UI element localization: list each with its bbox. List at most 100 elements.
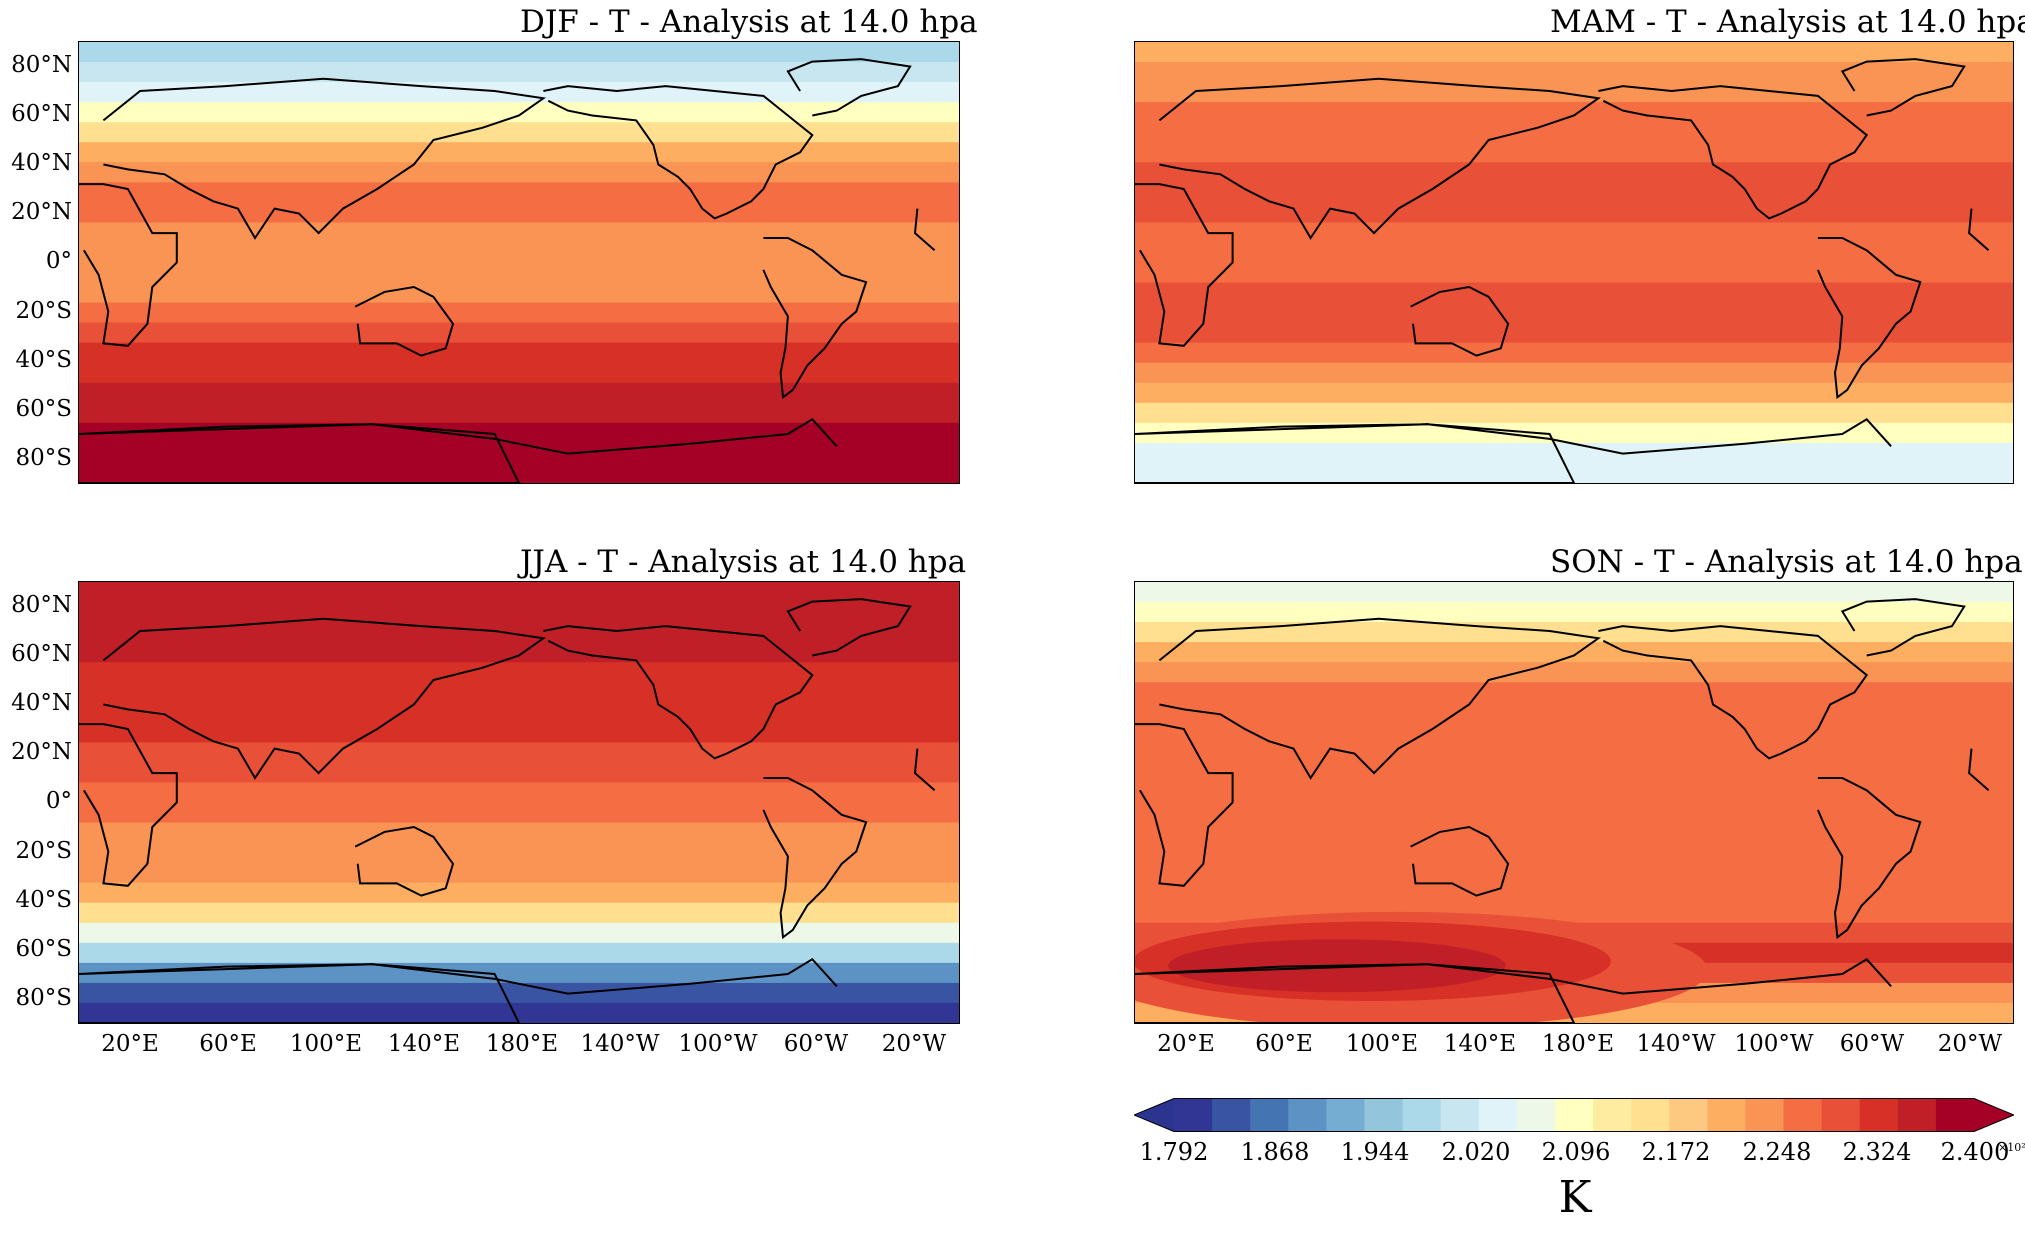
- lon-tick-label: 180°E: [1541, 1031, 1615, 1057]
- coastline: [1135, 183, 1990, 347]
- contour-band: [79, 1002, 959, 1023]
- coastline: [1410, 285, 1510, 357]
- contour-band: [79, 382, 959, 404]
- contour-band: [79, 242, 959, 264]
- coastline: [1598, 85, 1869, 220]
- contour-band: [79, 862, 959, 884]
- contour-band: [1135, 142, 2013, 164]
- lat-tick-label: 0°: [45, 788, 72, 814]
- colorbar-swatch: [1288, 1098, 1327, 1132]
- colorbar-scale: [1132, 1098, 2016, 1132]
- contour-band: [1135, 862, 2013, 884]
- contour-band: [1135, 202, 2013, 224]
- contour-band: [1135, 582, 2013, 604]
- colorbar-exponent: ×10²: [1998, 1141, 2025, 1154]
- lon-tick-label: 100°E: [289, 1031, 363, 1057]
- coastline: [543, 625, 814, 760]
- coastline: [354, 825, 455, 897]
- contour-band: [1135, 802, 2013, 824]
- colorbar-swatch: [1745, 1098, 1785, 1132]
- contour-band: [1135, 882, 2013, 904]
- map-djf: [78, 41, 960, 484]
- colorbar-swatch: [1554, 1098, 1594, 1132]
- colorbar-swatch: [1212, 1098, 1251, 1132]
- panel-title-djf: DJF - T - Analysis at 14.0 hpa: [520, 4, 978, 40]
- colorbar-swatch: [1364, 1098, 1404, 1132]
- colorbar-tick-label: 2.324: [1842, 1138, 1912, 1166]
- lon-tick-label: 20°W: [1937, 1031, 2003, 1057]
- lat-tick-label: 60°N: [11, 101, 72, 127]
- lat-tick-label: 80°N: [11, 592, 72, 618]
- contour-band: [79, 942, 959, 964]
- contour-band: [1135, 422, 2013, 444]
- contour-band: [79, 702, 959, 724]
- lon-tick-label: 140°W: [1636, 1031, 1716, 1057]
- colorbar-tick-label: 1.944: [1340, 1138, 1410, 1166]
- lon-tick-label: 20°E: [101, 1031, 159, 1057]
- coastline: [1135, 418, 1892, 483]
- contour-band: [1135, 362, 2013, 384]
- contour-band: [79, 742, 959, 764]
- contour-band: [79, 402, 959, 424]
- coastline: [1598, 625, 1869, 760]
- colorbar-tick-label: 2.400: [1940, 1138, 2010, 1166]
- contour-band: [79, 182, 959, 204]
- contour-band: [79, 802, 959, 824]
- coastline: [79, 723, 936, 887]
- colorbar-swatch: [1897, 1098, 1937, 1132]
- contour-band: [79, 222, 959, 244]
- contour-band: [1135, 382, 2013, 404]
- contour-band: [1135, 662, 2013, 684]
- contour-band: [1135, 742, 2013, 764]
- contour-band: [79, 822, 959, 844]
- contour-band: [1135, 822, 2013, 844]
- lon-tick-label: 100°W: [678, 1031, 758, 1057]
- colorbar-swatch: [1669, 1098, 1708, 1132]
- lon-tick-label: 100°E: [1345, 1031, 1419, 1057]
- colorbar: [1132, 1098, 2016, 1132]
- contour-band: [79, 442, 959, 464]
- lon-tick-label: 140°E: [1443, 1031, 1517, 1057]
- coastline: [543, 85, 814, 220]
- contour-band: [79, 62, 959, 84]
- lat-tick-label: 0°: [45, 248, 72, 274]
- map-jja: [78, 581, 960, 1024]
- contour-band: [1135, 42, 2013, 64]
- contour-band: [1135, 102, 2013, 124]
- contour-band: [1135, 322, 2013, 344]
- contour-band: [79, 962, 959, 984]
- lon-tick-label: 60°E: [1255, 1031, 1313, 1057]
- coastline: [762, 777, 868, 940]
- contour-band: [79, 622, 959, 644]
- colorbar-swatch: [1935, 1098, 1975, 1132]
- contour-band: [1135, 342, 2013, 364]
- lat-tick-label: 40°S: [15, 347, 72, 373]
- contour-band: [79, 362, 959, 384]
- colorbar-tick-label: 2.020: [1441, 1138, 1511, 1166]
- lat-tick-label: 20°N: [11, 739, 72, 765]
- lat-tick-label: 80°S: [15, 985, 72, 1011]
- contour-band: [79, 102, 959, 124]
- contour-band: [79, 262, 959, 284]
- contour-band: [79, 302, 959, 324]
- colorbar-swatch: [1326, 1098, 1366, 1132]
- lat-tick-label: 80°S: [15, 445, 72, 471]
- contour-band: [1135, 602, 2013, 624]
- colorbar-tick-label: 2.096: [1541, 1138, 1611, 1166]
- contour-band: [79, 682, 959, 704]
- lon-tick-label: 140°E: [387, 1031, 461, 1057]
- colorbar-swatch: [1516, 1098, 1556, 1132]
- contour-band: [79, 782, 959, 804]
- lat-tick-label: 40°N: [11, 150, 72, 176]
- contour-band: [79, 642, 959, 664]
- contour-band: [79, 922, 959, 944]
- colorbar-extend-low: [1134, 1098, 1174, 1132]
- lon-tick-label: 140°W: [580, 1031, 660, 1057]
- contour-band: [1135, 82, 2013, 104]
- coastline: [786, 598, 912, 657]
- coastline: [1158, 617, 1602, 780]
- lat-tick-label: 40°N: [11, 690, 72, 716]
- coastline: [102, 617, 547, 780]
- colorbar-swatch: [1707, 1098, 1747, 1132]
- colorbar-swatch: [1250, 1098, 1289, 1132]
